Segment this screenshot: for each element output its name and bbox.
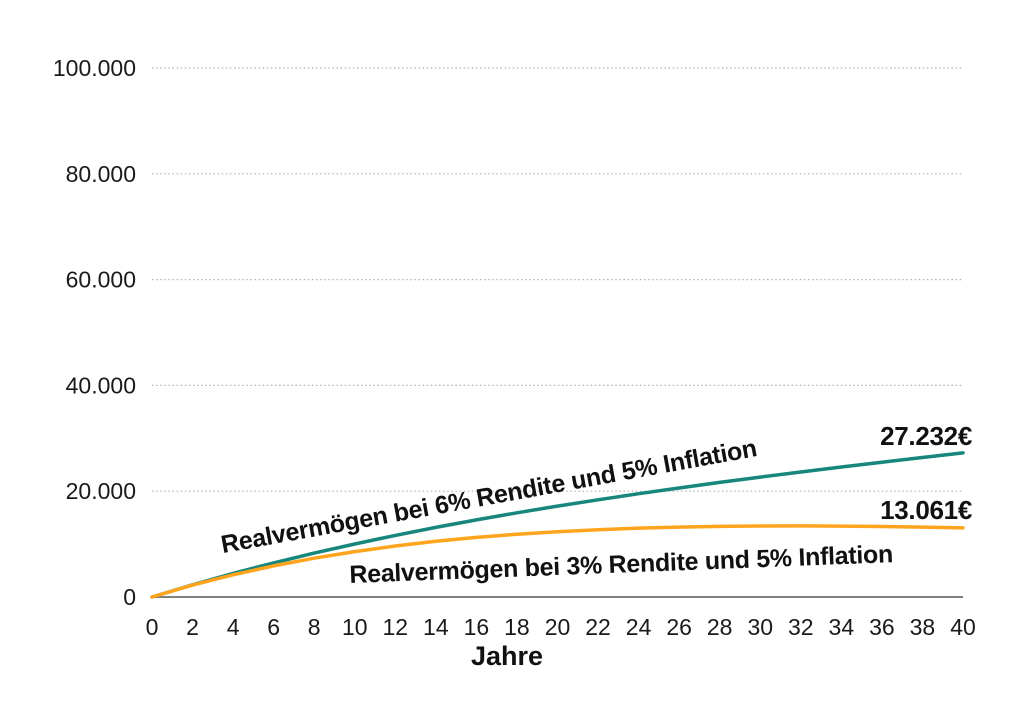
series-line-6pct-rendite [150, 451, 965, 599]
x-axis-tick-label: 28 [707, 614, 733, 640]
end-value-label-3pct: 13.061€ [880, 495, 972, 525]
x-axis-tick-label: 10 [342, 614, 368, 640]
x-axis-tick-label: 4 [227, 614, 240, 640]
x-axis-tick-label: 16 [464, 614, 490, 640]
x-axis-tick-label: 8 [308, 614, 321, 640]
y-axis-tick-label: 40.000 [66, 372, 136, 398]
x-axis-tick-label: 24 [626, 614, 652, 640]
x-axis-tick-label: 6 [267, 614, 280, 640]
y-axis-tick-label: 80.000 [66, 161, 136, 187]
x-axis-tick-label: 30 [747, 614, 773, 640]
x-axis-tick-label: 36 [869, 614, 895, 640]
x-axis-tick-label: 34 [829, 614, 855, 640]
x-axis-tick-label: 12 [383, 614, 409, 640]
x-axis-tick-label: 20 [545, 614, 571, 640]
x-axis-tick-label: 32 [788, 614, 814, 640]
series-line-3pct-rendite [150, 524, 965, 599]
x-axis-tick-label: 2 [186, 614, 199, 640]
y-axis-tick-label: 20.000 [66, 478, 136, 504]
y-axis-tick-label: 60.000 [66, 267, 136, 293]
x-axis-tick-label: 14 [423, 614, 449, 640]
y-axis-tick-label: 0 [123, 584, 136, 610]
x-axis-tick-label: 26 [666, 614, 692, 640]
y-axis-tick-label: 100.000 [53, 55, 136, 81]
end-value-label-6pct: 27.232€ [880, 421, 972, 451]
x-axis-tick-label: 40 [950, 614, 976, 640]
x-axis-tick-label: 22 [585, 614, 611, 640]
x-axis-tick-label: 18 [504, 614, 530, 640]
x-axis-tick-label: 38 [910, 614, 936, 640]
x-axis-tick-label: 0 [146, 614, 159, 640]
x-axis-title: Jahre [470, 641, 544, 671]
